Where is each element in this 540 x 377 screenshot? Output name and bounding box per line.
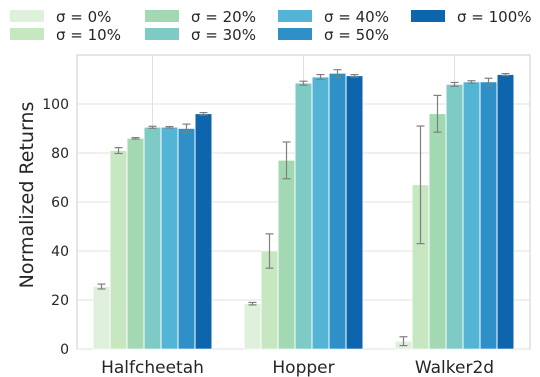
x-tick-label: Halfcheetah <box>101 358 204 377</box>
bar <box>194 113 213 350</box>
legend-swatch <box>10 28 44 40</box>
bar <box>92 286 111 350</box>
y-tick-label: 20 <box>51 293 69 309</box>
bar <box>496 74 515 350</box>
bar <box>109 150 128 350</box>
legend-label: σ = 0% <box>56 8 111 26</box>
legend-swatch <box>145 10 179 22</box>
legend: σ = 0%σ = 10% σ = 20%σ = 30% σ = 40%σ = 50… <box>10 8 532 44</box>
bar <box>428 113 447 350</box>
legend-label: σ = 40% <box>324 8 389 26</box>
bar <box>479 81 498 350</box>
bar <box>243 303 262 350</box>
bar <box>126 138 145 350</box>
x-tick-label: Walker2d <box>415 358 494 377</box>
legend-swatch <box>411 10 445 22</box>
legend-swatch <box>278 10 312 22</box>
x-tick-label: Hopper <box>272 358 334 377</box>
y-tick-label: 60 <box>51 195 69 211</box>
y-tick-label: 100 <box>42 97 69 113</box>
bar <box>328 73 347 350</box>
legend-label: σ = 50% <box>324 26 389 44</box>
legend-swatch <box>278 28 312 40</box>
legend-label: σ = 10% <box>56 26 121 44</box>
y-axis-label: Normalized Returns <box>16 102 38 289</box>
y-tick-label: 0 <box>60 342 69 358</box>
legend-swatch <box>145 28 179 40</box>
bar <box>160 126 179 350</box>
bar <box>445 84 464 350</box>
y-tick-label: 80 <box>51 146 69 162</box>
bar <box>294 82 313 350</box>
bar <box>311 76 330 350</box>
plot-area: 0 20 40 60 80 100 Halfcheetah Hopper Walker2d <box>42 54 531 377</box>
bar <box>143 126 162 350</box>
bar <box>277 160 296 350</box>
legend-label: σ = 100% <box>457 8 532 26</box>
bar <box>345 75 364 350</box>
y-tick-label: 40 <box>51 244 69 260</box>
legend-label: σ = 30% <box>191 26 256 44</box>
bar <box>177 128 196 350</box>
legend-label: σ = 20% <box>191 8 256 26</box>
bar <box>462 81 481 350</box>
legend-swatch <box>10 10 44 22</box>
